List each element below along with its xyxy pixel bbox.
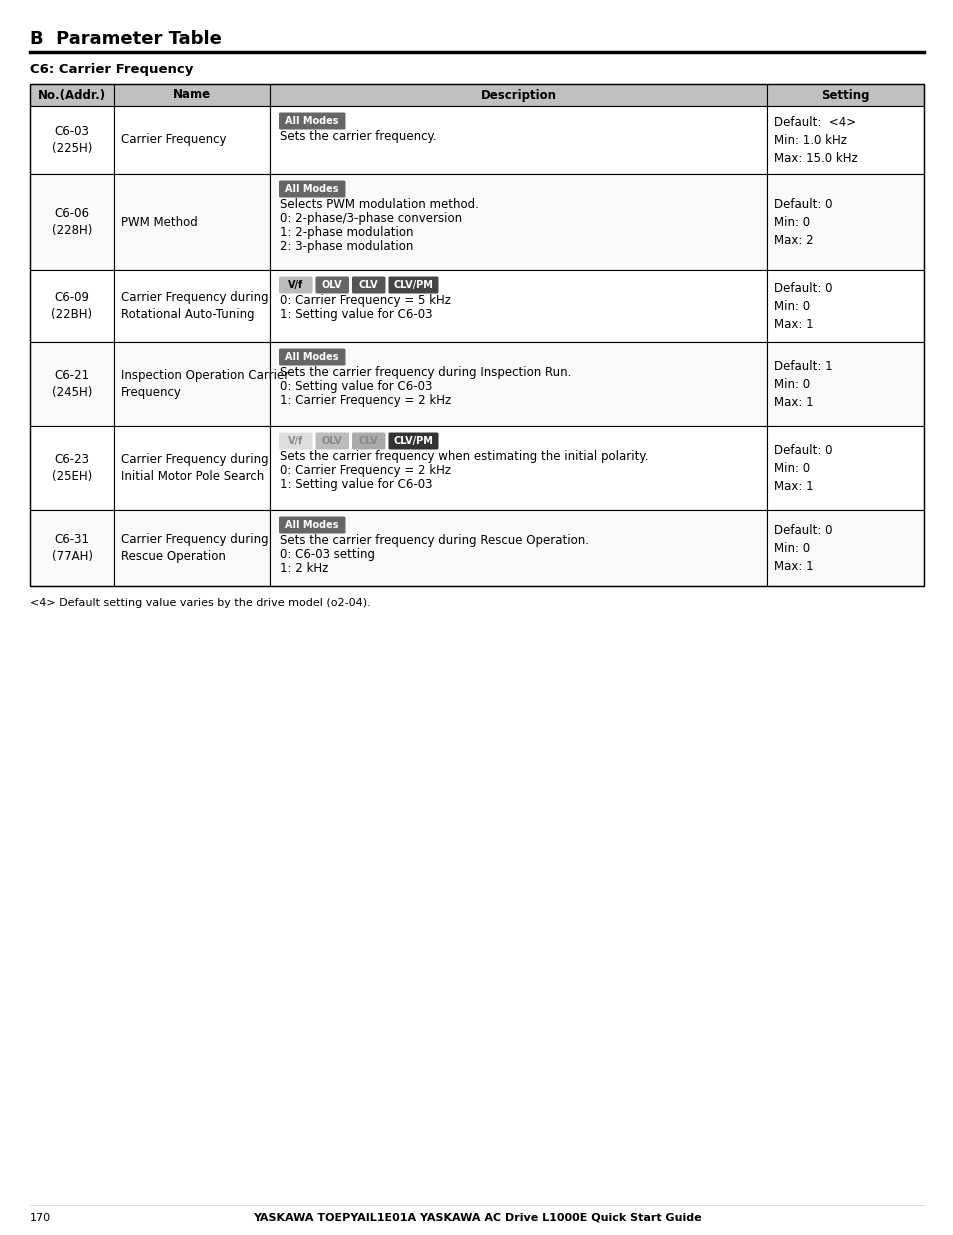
FancyBboxPatch shape [278, 277, 313, 294]
Bar [30, 342, 114, 426]
FancyBboxPatch shape [315, 277, 349, 294]
Bar [766, 174, 923, 270]
Text: 2: 3-phase modulation: 2: 3-phase modulation [280, 240, 414, 253]
Bar [114, 270, 271, 342]
Bar [271, 510, 766, 585]
Text: 1: Carrier Frequency = 2 kHz: 1: Carrier Frequency = 2 kHz [280, 394, 452, 408]
Text: 1: Setting value for C6-03: 1: Setting value for C6-03 [280, 478, 433, 492]
Text: CLV: CLV [358, 436, 378, 446]
Bar [114, 342, 271, 426]
Text: Sets the carrier frequency during Rescue Operation.: Sets the carrier frequency during Rescue… [280, 534, 589, 547]
Text: Carrier Frequency during
Initial Motor Pole Search: Carrier Frequency during Initial Motor P… [121, 453, 269, 483]
Text: C6: Carrier Frequency: C6: Carrier Frequency [30, 63, 193, 77]
Text: C6-23
(25EH): C6-23 (25EH) [51, 453, 92, 483]
FancyBboxPatch shape [315, 432, 349, 450]
Text: YASKAWA TOEPYAIL1E01A YASKAWA AC Drive L1000E Quick Start Guide: YASKAWA TOEPYAIL1E01A YASKAWA AC Drive L… [253, 1213, 700, 1223]
Text: C6-21
(245H): C6-21 (245H) [51, 369, 92, 399]
Text: All Modes: All Modes [285, 116, 338, 126]
Bar [30, 84, 114, 106]
Text: No.(Addr.): No.(Addr.) [38, 89, 106, 101]
Text: All Modes: All Modes [285, 184, 338, 194]
Bar [30, 270, 114, 342]
Text: 0: Setting value for C6-03: 0: Setting value for C6-03 [280, 380, 433, 393]
Bar [114, 106, 271, 174]
Text: All Modes: All Modes [285, 352, 338, 362]
FancyBboxPatch shape [278, 348, 345, 366]
Text: Sets the carrier frequency during Inspection Run.: Sets the carrier frequency during Inspec… [280, 366, 571, 379]
Bar [114, 84, 271, 106]
Text: All Modes: All Modes [285, 520, 338, 530]
Text: C6-06
(228H): C6-06 (228H) [51, 207, 92, 237]
Bar [30, 174, 114, 270]
Text: Sets the carrier frequency when estimating the initial polarity.: Sets the carrier frequency when estimati… [280, 450, 648, 463]
FancyBboxPatch shape [278, 180, 345, 198]
Text: OLV: OLV [321, 280, 342, 290]
Text: Default: 0
Min: 0
Max: 1: Default: 0 Min: 0 Max: 1 [773, 282, 831, 331]
Text: 170: 170 [30, 1213, 51, 1223]
Text: 0: 2-phase/3-phase conversion: 0: 2-phase/3-phase conversion [280, 212, 462, 225]
Text: Carrier Frequency: Carrier Frequency [121, 133, 226, 147]
Bar [271, 342, 766, 426]
Text: 1: Setting value for C6-03: 1: Setting value for C6-03 [280, 308, 433, 321]
Text: 1: 2 kHz: 1: 2 kHz [280, 562, 329, 576]
Text: CLV: CLV [358, 280, 378, 290]
Bar [766, 342, 923, 426]
Text: CLV/PM: CLV/PM [394, 280, 433, 290]
Bar [114, 426, 271, 510]
FancyBboxPatch shape [388, 432, 438, 450]
Bar [114, 174, 271, 270]
Text: V/f: V/f [288, 436, 303, 446]
Bar [30, 510, 114, 585]
Bar [766, 106, 923, 174]
Bar [30, 426, 114, 510]
Text: 0: C6-03 setting: 0: C6-03 setting [280, 548, 375, 561]
Bar [30, 106, 114, 174]
Text: Description: Description [480, 89, 556, 101]
Text: PWM Method: PWM Method [121, 215, 197, 228]
Bar [271, 84, 766, 106]
Bar [766, 270, 923, 342]
Text: Default: 1
Min: 0
Max: 1: Default: 1 Min: 0 Max: 1 [773, 359, 831, 409]
Text: C6-03
(225H): C6-03 (225H) [51, 125, 92, 156]
FancyBboxPatch shape [278, 432, 313, 450]
Text: C6-09
(22BH): C6-09 (22BH) [51, 291, 92, 321]
Text: <4> Default setting value varies by the drive model (o2-04).: <4> Default setting value varies by the … [30, 598, 371, 608]
Bar [766, 84, 923, 106]
Text: Sets the carrier frequency.: Sets the carrier frequency. [280, 130, 436, 143]
Text: Default: 0
Min: 0
Max: 2: Default: 0 Min: 0 Max: 2 [773, 198, 831, 247]
Text: 0: Carrier Frequency = 5 kHz: 0: Carrier Frequency = 5 kHz [280, 294, 451, 308]
Bar [114, 510, 271, 585]
Text: 0: Carrier Frequency = 2 kHz: 0: Carrier Frequency = 2 kHz [280, 464, 451, 477]
Text: Default: 0
Min: 0
Max: 1: Default: 0 Min: 0 Max: 1 [773, 524, 831, 573]
Text: B  Parameter Table: B Parameter Table [30, 30, 222, 48]
FancyBboxPatch shape [388, 277, 438, 294]
Text: Carrier Frequency during
Rescue Operation: Carrier Frequency during Rescue Operatio… [121, 534, 269, 563]
Bar [271, 270, 766, 342]
Text: OLV: OLV [321, 436, 342, 446]
Text: Inspection Operation Carrier
Frequency: Inspection Operation Carrier Frequency [121, 369, 289, 399]
Bar [271, 426, 766, 510]
FancyBboxPatch shape [278, 516, 345, 534]
Text: C6-31
(77AH): C6-31 (77AH) [51, 534, 92, 563]
Text: Carrier Frequency during
Rotational Auto-Tuning: Carrier Frequency during Rotational Auto… [121, 291, 269, 321]
Text: Default: 0
Min: 0
Max: 1: Default: 0 Min: 0 Max: 1 [773, 443, 831, 493]
Text: Default:  <4>
Min: 1.0 kHz
Max: 15.0 kHz: Default: <4> Min: 1.0 kHz Max: 15.0 kHz [773, 116, 857, 164]
Text: V/f: V/f [288, 280, 303, 290]
Bar [271, 106, 766, 174]
Bar [766, 426, 923, 510]
Text: CLV/PM: CLV/PM [394, 436, 433, 446]
Text: Selects PWM modulation method.: Selects PWM modulation method. [280, 198, 478, 211]
FancyBboxPatch shape [352, 432, 385, 450]
Bar [766, 510, 923, 585]
Text: 1: 2-phase modulation: 1: 2-phase modulation [280, 226, 414, 240]
FancyBboxPatch shape [352, 277, 385, 294]
Bar [30, 84, 923, 585]
Text: Name: Name [173, 89, 212, 101]
Bar [271, 174, 766, 270]
FancyBboxPatch shape [278, 112, 345, 130]
Text: Setting: Setting [821, 89, 869, 101]
